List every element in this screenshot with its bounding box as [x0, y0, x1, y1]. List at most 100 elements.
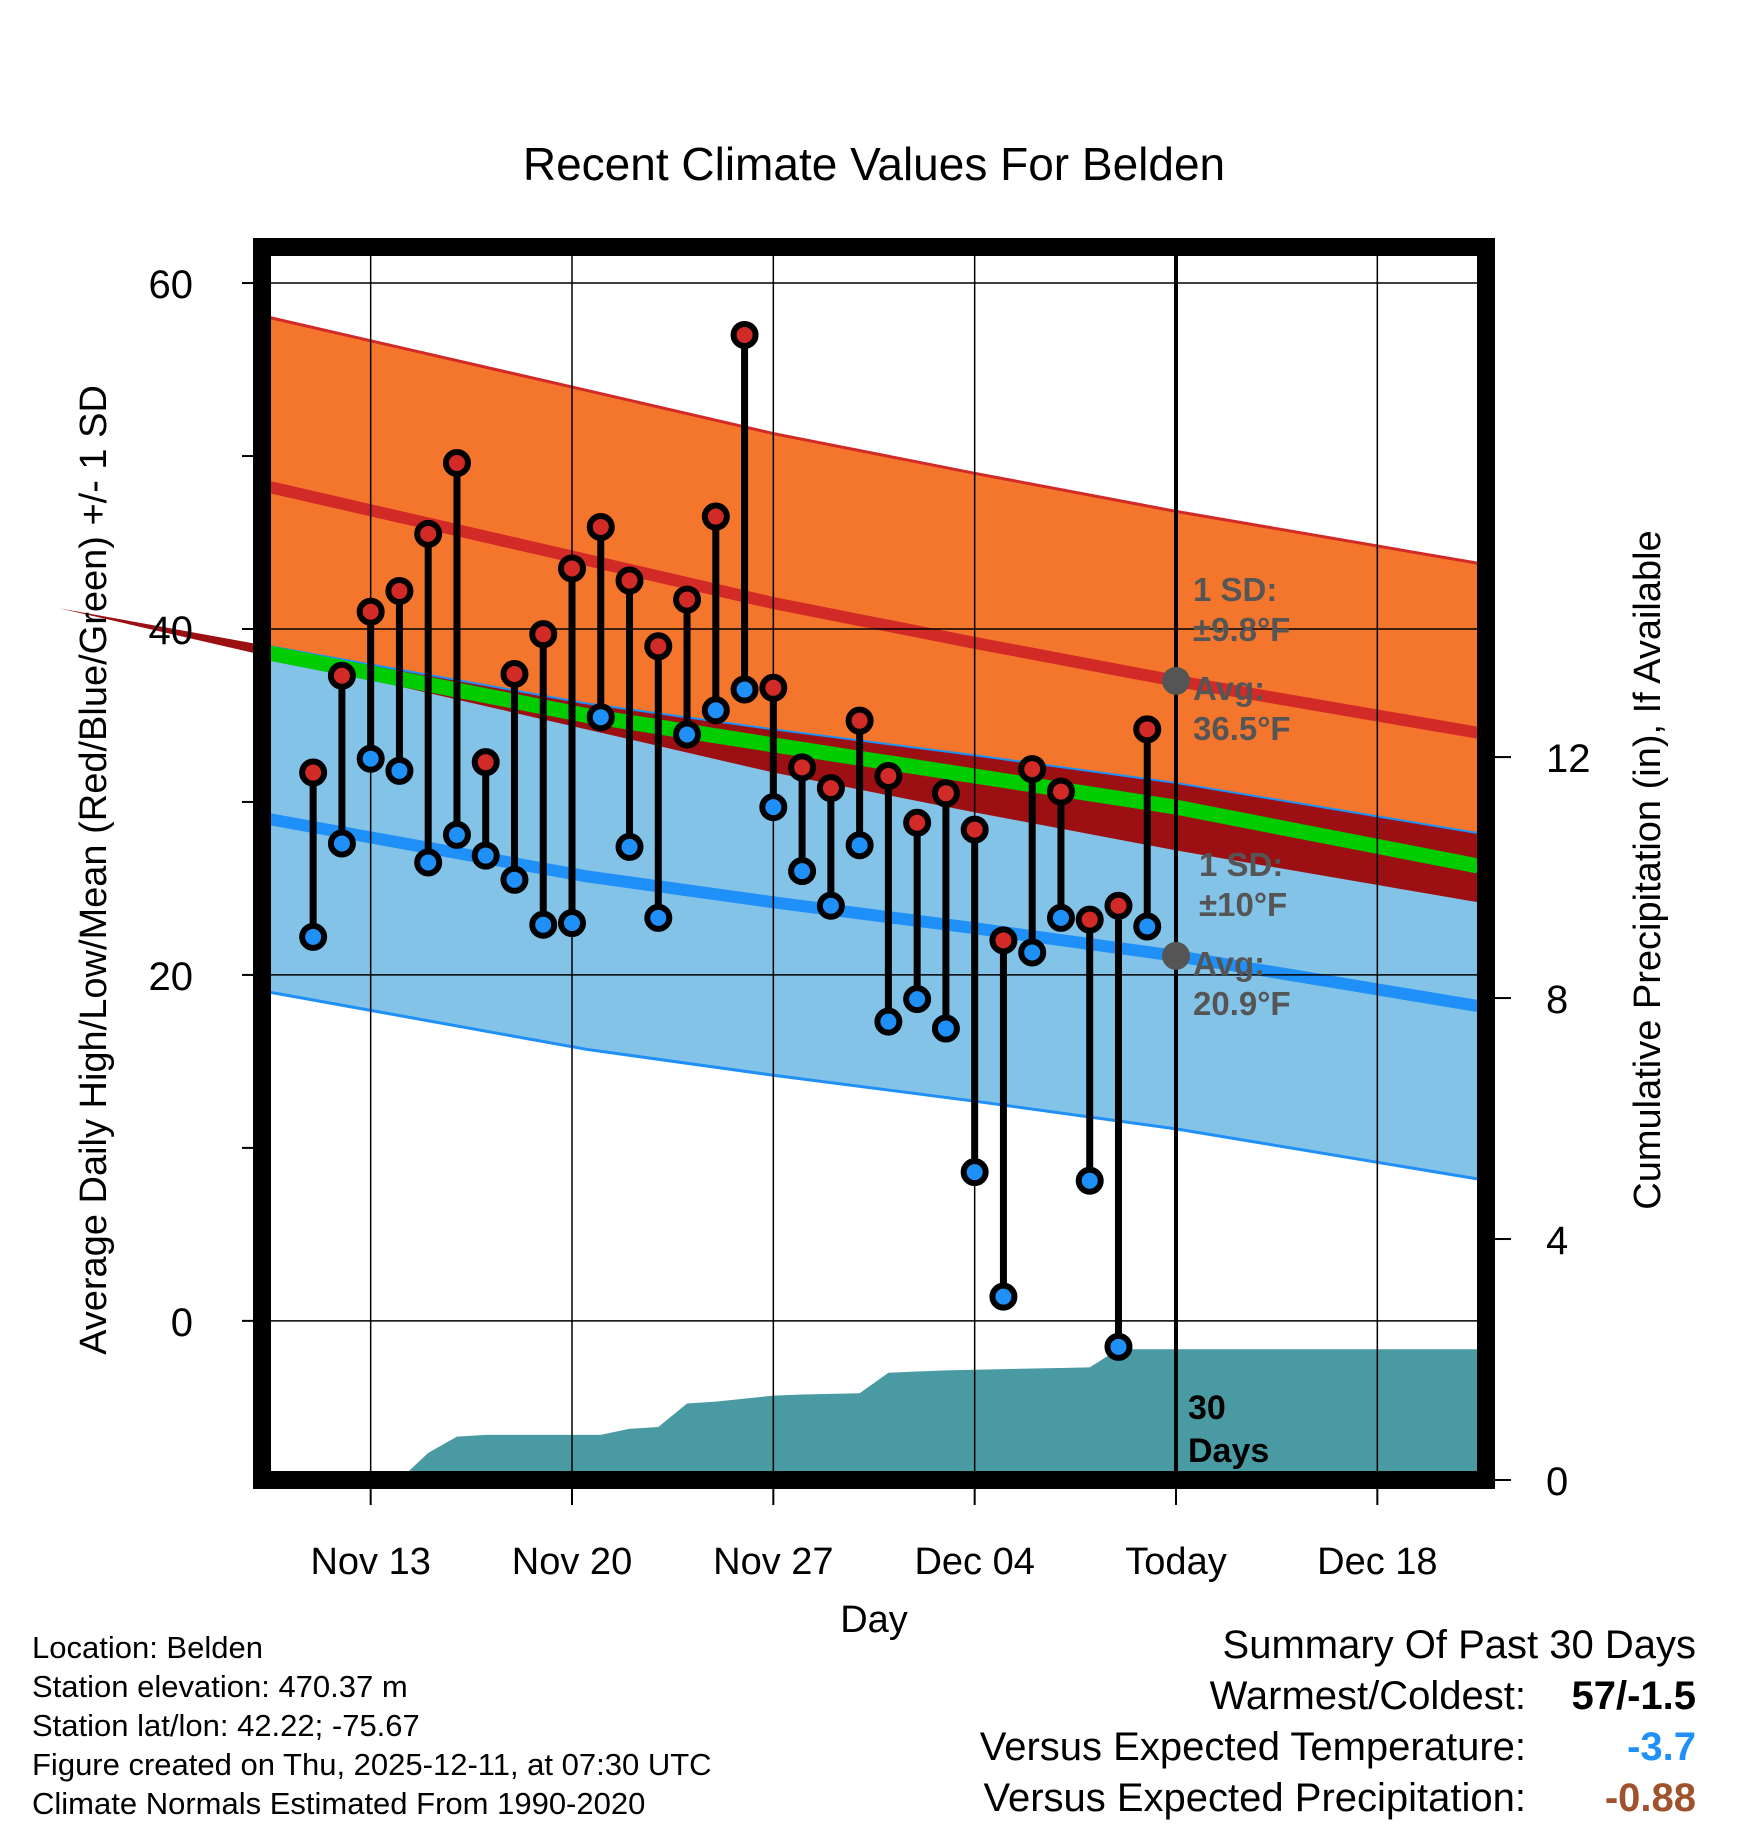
high-normal-line [268, 481, 1480, 739]
precip-value: -0.88 [1604, 1776, 1696, 1820]
high-marker [701, 502, 730, 531]
chart-title: Recent Climate Values For Belden [523, 138, 1225, 190]
x-tick-label: Dec 04 [914, 1541, 1034, 1583]
y2-axis-label: Cumulative Precipitation (in), If Availa… [1627, 530, 1669, 1209]
summary-title: Summary Of Past 30 Days [1222, 1623, 1696, 1667]
high-marker [931, 779, 960, 808]
x-tick-label: Nov 20 [512, 1541, 632, 1583]
low-marker [615, 832, 644, 861]
x-tick-label: Dec 18 [1317, 1541, 1437, 1583]
days-count-label: 30 [1188, 1389, 1226, 1427]
low-marker [356, 744, 385, 773]
summary-warmest-row: Warmest/Coldest: 57/-1.5 [980, 1671, 1696, 1722]
plot-frame [253, 238, 1495, 1489]
low-marker [1018, 938, 1047, 967]
low-marker [1104, 1332, 1133, 1361]
low-marker [385, 756, 414, 785]
days-unit-label: Days [1188, 1432, 1269, 1470]
high-sd-value: ±9.8°F [1193, 611, 1290, 648]
high-marker [1133, 715, 1162, 744]
low-marker [931, 1014, 960, 1043]
high-avg-dot [1162, 666, 1190, 695]
precip-label: Versus Expected Precipitation: [983, 1776, 1526, 1820]
low-marker [759, 793, 788, 822]
x-tick-label: Today [1125, 1541, 1226, 1583]
high-marker [558, 554, 586, 583]
high-marker [1046, 777, 1075, 806]
low-upper-sd-line [269, 645, 1479, 835]
high-marker [816, 774, 845, 803]
temp-label: Versus Expected Temperature: [979, 1725, 1526, 1769]
low-marker [701, 696, 730, 725]
y-axis-label: Average Daily High/Low/Mean (Red/Blue/Gr… [73, 385, 115, 1355]
low-marker [471, 841, 500, 870]
y-tick-label: 0 [171, 1301, 193, 1345]
high-marker [788, 753, 817, 782]
low-avg-label: Avg: [1193, 945, 1265, 982]
created-text: Figure created on Thu, 2025-12-11, at 07… [32, 1747, 712, 1782]
low-marker [730, 675, 759, 704]
station-info: Location: Belden Station elevation: 470.… [32, 1628, 712, 1823]
normal-bands [59, 316, 1480, 1181]
low-avg-dot [1162, 941, 1190, 970]
precipitation-area [270, 1349, 1478, 1480]
x-tick-label: Nov 13 [310, 1541, 430, 1583]
low-marker [586, 703, 615, 732]
low-marker [558, 909, 586, 938]
high-marker [414, 519, 443, 548]
low-marker [327, 829, 356, 858]
y2-tick-label: 8 [1546, 978, 1568, 1022]
low-avg-value: 20.9°F [1193, 985, 1291, 1022]
low-marker [1133, 912, 1162, 941]
high-marker [989, 926, 1018, 955]
low-marker [845, 831, 874, 860]
low-marker [903, 985, 932, 1014]
precip-area [270, 1349, 1478, 1480]
normals-text: Climate Normals Estimated From 1990-2020 [32, 1786, 646, 1821]
high-marker [327, 661, 356, 690]
high-marker [471, 748, 500, 777]
low-marker [529, 910, 558, 939]
low-lower-sd-line [269, 990, 1479, 1181]
elevation-text: Station elevation: 470.37 m [32, 1669, 408, 1704]
high-marker [644, 632, 673, 661]
x-tick-label: Nov 27 [713, 1541, 833, 1583]
low-marker [816, 891, 845, 920]
high-marker [1104, 891, 1133, 920]
daily-range-stems [309, 334, 1151, 1347]
low-marker [644, 903, 673, 932]
high-marker [586, 512, 615, 541]
low-marker [1075, 1166, 1104, 1195]
y-tick-label: 40 [149, 609, 194, 653]
low-marker [442, 820, 471, 849]
low-marker [1046, 903, 1075, 932]
y2-tick-label: 4 [1546, 1219, 1568, 1263]
y2-tick-label: 0 [1546, 1460, 1568, 1504]
location-text: Location: Belden [32, 1630, 263, 1665]
low-sd-value: ±10°F [1199, 886, 1287, 923]
high-marker [299, 758, 328, 787]
high-upper-sd-line [269, 316, 1479, 565]
high-marker [385, 576, 414, 605]
high-marker [356, 597, 385, 626]
high-marker [960, 815, 989, 844]
temp-value: -3.7 [1627, 1725, 1696, 1769]
high-marker [845, 706, 874, 735]
low-marker [989, 1282, 1018, 1311]
low-marker [673, 720, 702, 749]
low-marker [960, 1158, 989, 1187]
high-avg-label: Avg: [1193, 670, 1265, 707]
warmest-label: Warmest/Coldest: [1209, 1674, 1526, 1718]
low-marker [874, 1007, 903, 1036]
frame-border [253, 238, 1495, 1489]
high-marker [615, 566, 644, 595]
high-sd-label: 1 SD: [1193, 571, 1277, 608]
low-marker [299, 922, 328, 951]
y2-tick-label: 12 [1546, 737, 1591, 781]
x-axis-label: Day [840, 1599, 908, 1641]
high-marker [442, 448, 471, 477]
low-sd-label: 1 SD: [1199, 846, 1283, 883]
summary-temp-row: Versus Expected Temperature: -3.7 [980, 1722, 1696, 1773]
